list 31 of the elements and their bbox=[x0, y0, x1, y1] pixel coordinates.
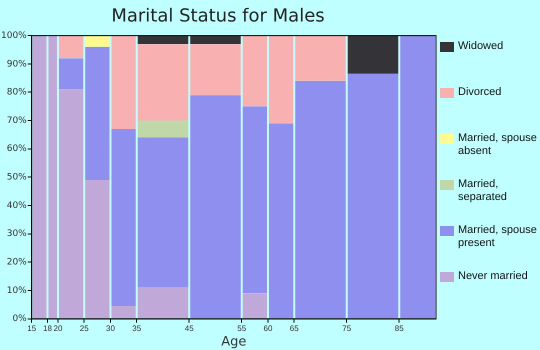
x-tick-label: 65 bbox=[290, 324, 300, 333]
x-tick-label: 85 bbox=[394, 324, 404, 333]
x-tick-label: 75 bbox=[342, 324, 352, 333]
x-tick-label: 60 bbox=[264, 324, 273, 333]
legend-label: Widowed bbox=[458, 40, 504, 53]
legend-label: Married, spouse absent bbox=[458, 132, 538, 158]
x-tick-label: 18 bbox=[43, 324, 52, 333]
legend-label: Married, spouse present bbox=[458, 224, 538, 250]
legend-label: Married, separated bbox=[458, 178, 508, 204]
y-tick-label: 80% bbox=[6, 88, 28, 98]
y-tick-label: 90% bbox=[6, 59, 28, 70]
y-tick-label: 20% bbox=[6, 258, 28, 268]
legend-label: Never married bbox=[458, 270, 528, 283]
x-tick-label: 45 bbox=[184, 324, 194, 333]
y-tick-label: 10% bbox=[6, 286, 28, 296]
y-tick-label: 70% bbox=[6, 116, 28, 126]
x-tick-label: 20 bbox=[54, 324, 63, 333]
y-tick-label: 50% bbox=[6, 172, 28, 183]
y-tick-label: 100% bbox=[0, 30, 28, 41]
x-tick-label: 55 bbox=[237, 324, 247, 333]
x-tick-label: 15 bbox=[27, 324, 37, 333]
y-tick-label: 60% bbox=[6, 144, 28, 154]
y-tick-label: 40% bbox=[6, 200, 28, 211]
x-tick-label: 35 bbox=[132, 324, 142, 333]
x-tick-label: 30 bbox=[106, 324, 116, 333]
y-tick-label: 0% bbox=[12, 314, 28, 324]
x-axis-title: Age bbox=[221, 334, 246, 350]
x-tick-label: 25 bbox=[80, 324, 90, 333]
legend-label: Divorced bbox=[458, 86, 502, 99]
y-tick-label: 30% bbox=[6, 229, 28, 240]
chart-title: Marital Status for Males bbox=[111, 5, 325, 26]
